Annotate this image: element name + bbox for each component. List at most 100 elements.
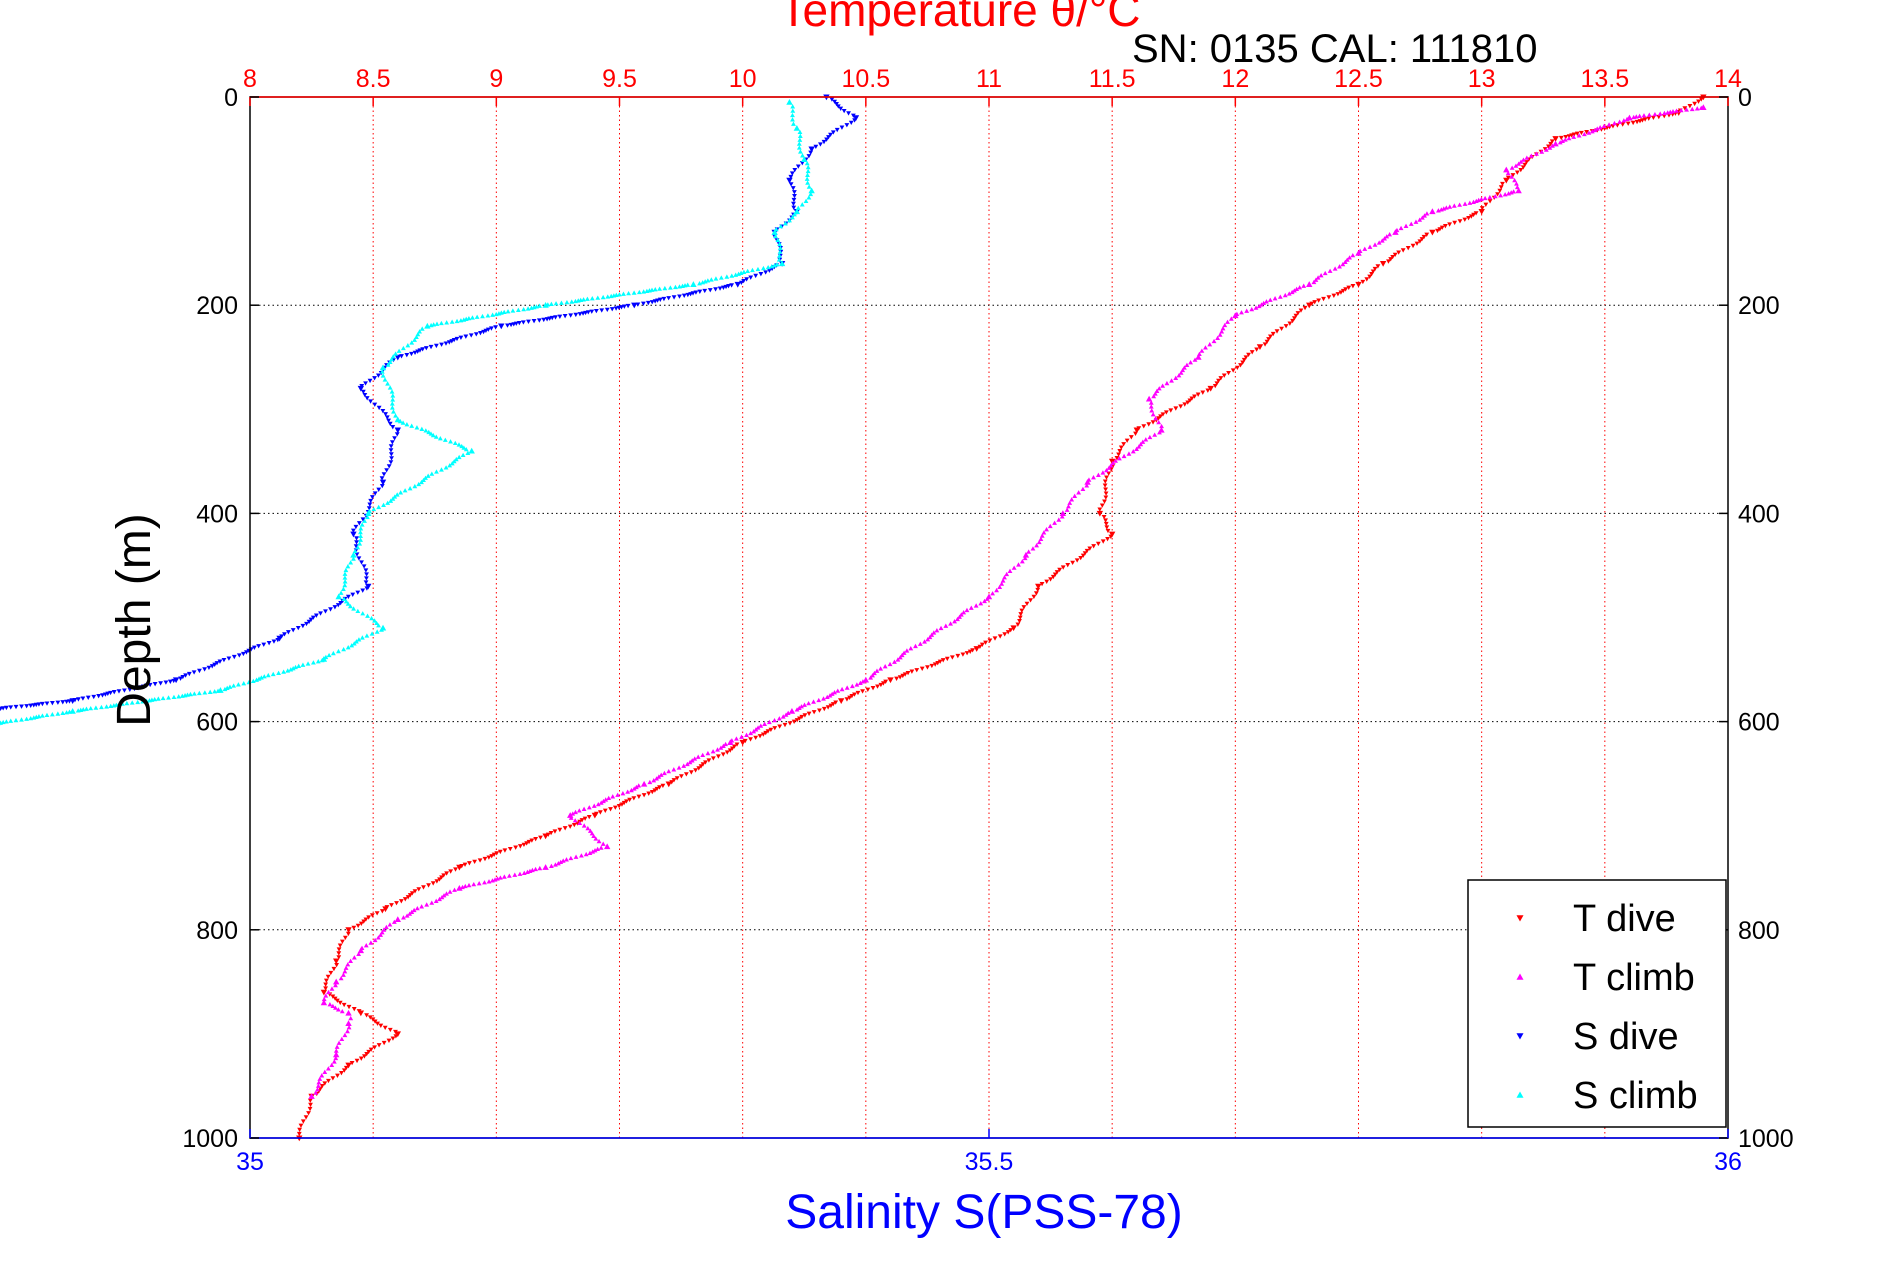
data-point-trace — [802, 703, 807, 707]
data-point-trace — [734, 736, 739, 740]
data-point-trace — [1696, 100, 1701, 104]
data-point — [690, 281, 696, 287]
data-point-trace — [998, 634, 1003, 638]
data-point-trace — [231, 683, 236, 687]
data-point-trace — [1336, 292, 1341, 296]
data-point-trace — [1076, 490, 1081, 494]
data-point-trace — [478, 858, 483, 862]
data-point — [592, 813, 598, 819]
data-point-trace — [888, 662, 893, 666]
data-point-trace — [605, 308, 610, 312]
data-point-trace — [485, 313, 490, 317]
data-point — [838, 698, 844, 704]
data-point-trace — [1169, 378, 1174, 382]
data-point-trace — [621, 292, 626, 296]
data-point — [1097, 511, 1103, 517]
data-point-trace — [761, 266, 766, 270]
data-point-trace — [415, 906, 420, 910]
data-point-trace — [978, 601, 983, 605]
data-point-trace — [335, 1074, 340, 1078]
data-point-trace — [93, 705, 98, 709]
data-point-trace — [345, 1029, 350, 1033]
data-point-trace — [537, 318, 542, 322]
data-point-trace — [846, 111, 851, 115]
data-point — [345, 1010, 351, 1016]
data-point-trace — [316, 659, 321, 663]
data-point-trace — [892, 660, 897, 664]
data-point-trace — [568, 313, 573, 317]
data-point-trace — [1487, 195, 1492, 199]
data-point-trace — [401, 346, 406, 350]
data-point-trace — [826, 705, 831, 709]
data-point-trace — [482, 880, 487, 884]
data-point-trace — [1297, 285, 1302, 289]
data-point-trace — [91, 695, 96, 699]
data-point-trace — [756, 267, 761, 271]
data-point — [786, 99, 792, 105]
data-point-trace — [1653, 112, 1658, 116]
data-point-trace — [326, 1079, 331, 1083]
data-point-trace — [913, 644, 918, 648]
data-point-trace — [1690, 107, 1695, 111]
data-point-trace — [281, 669, 286, 673]
data-point-trace — [632, 290, 637, 294]
data-point — [395, 916, 401, 922]
data-point-trace — [453, 441, 458, 445]
data-point-trace — [391, 1036, 396, 1040]
data-layer — [0, 94, 1707, 1141]
data-point-trace — [797, 138, 802, 142]
x-bottom-tick-label: 36 — [1714, 1148, 1742, 1176]
data-point-trace — [420, 326, 425, 330]
data-point-trace — [1091, 544, 1096, 548]
data-point-trace — [646, 301, 651, 305]
data-point-trace — [381, 503, 386, 507]
data-point-trace — [342, 583, 347, 587]
data-point-trace — [792, 190, 797, 194]
data-point-trace — [364, 943, 369, 947]
data-point-trace — [1463, 202, 1468, 206]
data-point-trace — [711, 756, 716, 760]
data-point-trace — [791, 202, 796, 206]
data-point-trace — [378, 1024, 383, 1028]
data-point-trace — [777, 724, 782, 728]
data-point-trace — [357, 556, 362, 560]
data-point-trace — [351, 926, 356, 930]
data-point-trace — [467, 883, 472, 887]
data-point-trace — [1103, 479, 1108, 483]
data-point-trace — [878, 666, 883, 670]
data-point-trace — [327, 653, 332, 657]
data-point-trace — [337, 1041, 342, 1045]
data-point-trace — [178, 676, 183, 680]
data-point-trace — [408, 486, 413, 490]
data-point-trace — [807, 712, 812, 716]
data-point-trace — [538, 836, 543, 840]
data-point-trace — [415, 425, 420, 429]
data-point-trace — [601, 842, 606, 846]
data-point-trace — [45, 713, 50, 717]
data-point-trace — [1207, 342, 1212, 346]
data-point-trace — [1483, 196, 1488, 200]
data-point-trace — [1488, 199, 1493, 203]
data-point-trace — [347, 1005, 352, 1009]
data-point-trace — [397, 349, 402, 353]
data-point-trace — [1612, 121, 1617, 125]
data-point-trace — [1362, 247, 1367, 251]
y-axis-label: Depth (m) — [108, 513, 161, 726]
data-point-trace — [503, 848, 508, 852]
data-point-trace — [806, 169, 811, 173]
data-point-trace — [662, 297, 667, 301]
data-point-trace — [883, 664, 888, 668]
data-point-trace — [1401, 248, 1406, 252]
data-point — [542, 834, 548, 840]
data-point — [735, 282, 741, 288]
data-point-trace — [679, 774, 684, 778]
data-point-trace — [822, 140, 827, 144]
data-point-trace — [339, 1071, 344, 1075]
data-point-trace — [1617, 120, 1622, 124]
data-point-trace — [354, 525, 359, 529]
data-point-trace — [579, 853, 584, 857]
data-point-trace — [641, 289, 646, 293]
chart-subtitle: SN: 0135 CAL: 111810 — [1132, 27, 1537, 71]
data-point-trace — [1458, 219, 1463, 223]
